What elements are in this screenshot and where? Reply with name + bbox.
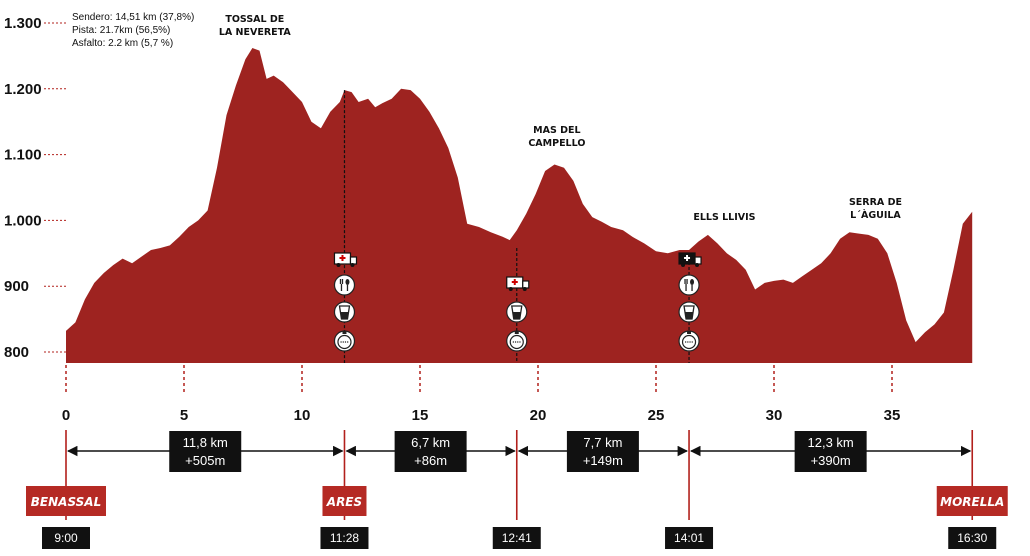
ambulance-cab [522,280,530,289]
drink-icon [506,301,528,323]
ambulance-wheel [336,263,341,267]
segment-distance: 12,3 km [808,435,854,450]
x-tick-label: 25 [648,407,665,424]
segment-gain: +505m [185,453,225,468]
segment-box [566,431,639,472]
y-tick-label: 800 [4,344,29,361]
segment-gain: +390m [811,453,851,468]
peak-label: SERRA DE [849,197,902,208]
segment-gain: +149m [583,453,623,468]
peak-label: L´ÀGUILA [850,209,901,221]
glass-fill [340,312,349,319]
y-tick-label: 1.200 [4,81,42,98]
time-box [42,527,90,549]
place-label: BENASSAL [31,495,101,509]
ambulance-icon [506,276,530,291]
y-tick-label: 1.000 [4,212,42,229]
place-badge [936,486,1008,516]
spoon-shape [690,279,695,285]
y-tick-label: 900 [4,278,29,295]
watch-face [509,334,524,350]
ambulance-wheel [508,287,513,291]
glass-fill [685,312,694,319]
watch-crown [342,331,347,334]
x-tick-label: 5 [180,407,188,424]
y-tick-label: 1.300 [4,15,42,32]
food-icon [678,274,700,296]
ambulance-wheel [522,287,527,291]
timing-icon [678,330,700,352]
time-box [665,527,714,549]
peak-label: MAS DEL [533,125,580,136]
surface-pista: Pista: 21.7km (56,5%) [72,25,171,36]
time-label: 12:41 [502,531,532,545]
ambulance-cross [511,279,518,285]
x-tick-label: 0 [62,407,70,424]
segment-box [794,431,867,472]
ambulance-icon [333,252,358,267]
x-tick-label: 20 [530,407,547,424]
ambulance-wheel [695,263,700,267]
spoon-shape [345,279,350,285]
fork-shape [684,279,688,291]
watch-crown [687,331,692,334]
time-box [492,527,541,549]
segment-box [394,431,467,472]
time-box [948,527,997,549]
place-label: MORELLA [940,495,1004,509]
ambulance-cab [694,256,702,265]
x-tick-label: 15 [412,407,429,424]
place-label: ARES [326,495,362,509]
y-tick-label: 1.100 [4,147,42,164]
ambulance-wheel [681,263,686,267]
surface-asfalto: Asfalto: 2.2 km (5,7 %) [72,38,174,49]
peak-label: TOSSAL DE [225,14,284,25]
watch-face [681,334,697,350]
ambulance-cross [684,255,691,261]
watch-face [337,334,352,350]
segment-gain: +86m [414,453,447,468]
glass-fill [512,312,521,319]
x-tick-label: 35 [884,407,901,424]
time-label: 16:30 [957,531,987,545]
segment-box [169,431,242,472]
icon-badge [678,274,700,296]
time-box [320,527,369,549]
timing-icon [506,330,528,352]
time-label: 9:00 [54,531,78,545]
drink-icon [333,301,356,323]
timing-icon [333,330,356,352]
ambulance-wheel [350,263,355,267]
elevation-area [66,48,973,363]
place-badge [322,486,367,516]
ambulance-icon [678,252,702,267]
time-label: 14:01 [674,531,704,545]
peak-label: ELLS LLIVIS [693,212,755,223]
x-tick-label: 10 [294,407,311,424]
place-badge [26,486,106,516]
surface-sendero: Sendero: 14,51 km (37,8%) [72,12,195,23]
ambulance-cab [349,256,358,265]
peak-label: LA NEVERETA [219,27,292,38]
food-icon [333,274,356,296]
x-tick-label: 30 [766,407,783,424]
fork-shape [339,279,344,291]
time-label: 11:28 [330,531,359,545]
segment-distance: 6,7 km [411,435,450,450]
icon-badge [333,274,356,296]
drink-icon [678,301,700,323]
segment-distance: 11,8 km [183,435,228,450]
peak-label: CAMPELLO [528,138,585,149]
watch-crown [514,331,519,334]
segment-distance: 7,7 km [583,435,622,450]
ambulance-cross [339,255,346,261]
